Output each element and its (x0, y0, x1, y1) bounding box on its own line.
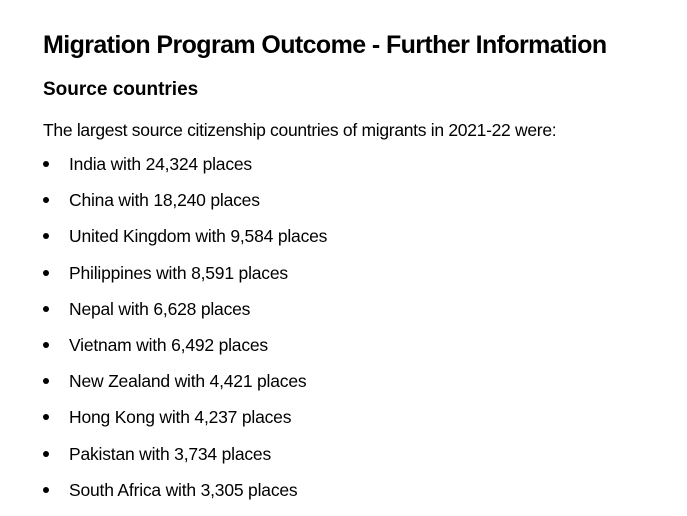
list-item-text: South Africa with 3,305 places (69, 479, 298, 500)
list-item-text: Nepal with 6,628 places (69, 298, 251, 319)
list-item-text: Hong Kong with 4,237 places (69, 407, 292, 428)
bullet-icon (43, 161, 49, 167)
list-item-text: Vietnam with 6,492 places (69, 334, 268, 355)
bullet-icon (43, 341, 49, 348)
list-item-text: Pakistan with 3,734 places (69, 443, 272, 464)
bullet-icon (43, 378, 49, 385)
page-title: Migration Program Outcome - Further Info… (43, 31, 607, 59)
bullet-icon (43, 305, 49, 312)
section-heading: Source countries (43, 79, 199, 100)
bullet-icon (43, 486, 49, 493)
bullet-icon (43, 450, 49, 457)
bullet-icon (43, 414, 49, 421)
list-item-text: United Kingdom with 9,584 places (69, 226, 328, 247)
bullet-icon (43, 233, 49, 240)
list-item-text: India with 24,324 places (69, 154, 252, 174)
list-item-text: Philippines with 8,591 places (69, 262, 288, 283)
intro-paragraph: The largest source citizenship countries… (43, 120, 557, 140)
bullet-icon (43, 197, 49, 204)
bullet-icon (43, 269, 49, 276)
list-item-text: China with 18,240 places (69, 190, 260, 211)
list-item-text: New Zealand with 4,421 places (69, 371, 307, 392)
